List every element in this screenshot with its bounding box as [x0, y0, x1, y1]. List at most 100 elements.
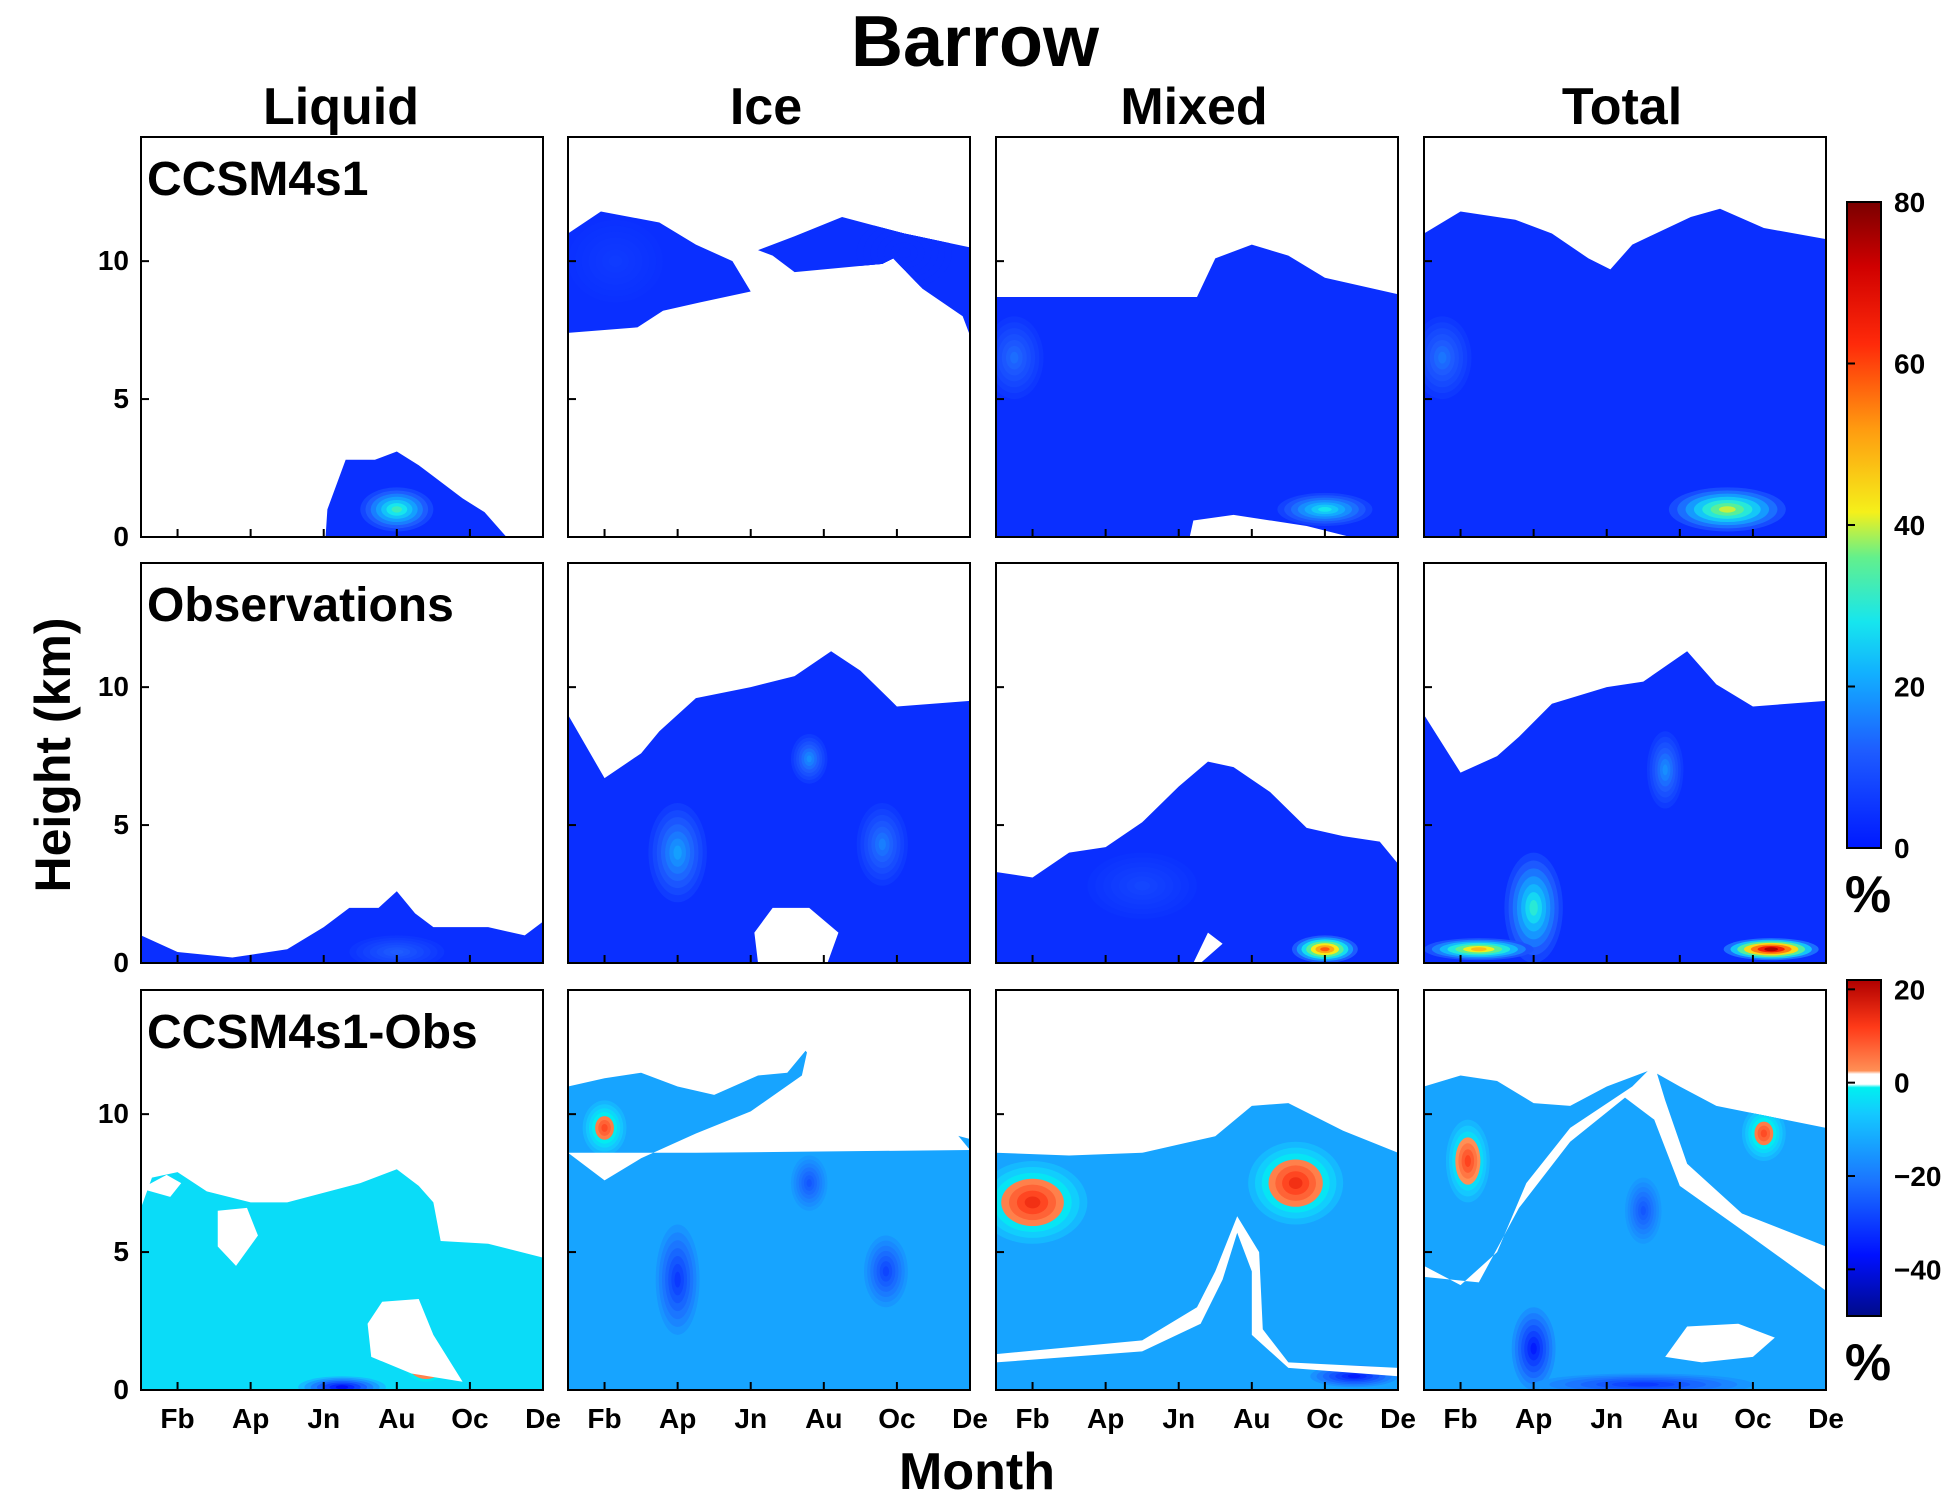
- x-tick-label: Oc: [451, 1403, 488, 1434]
- panels-grid: 0 5 10 CCSM4s1 0 5 10 Observations 0 5 10 Fb Ap Jn Au O…: [98, 136, 1844, 1434]
- y-tick-label: 10: [98, 245, 129, 276]
- panel-frame: [567, 136, 971, 538]
- y-tick-label: 0: [113, 947, 129, 978]
- zero-contour-gap: [217, 1207, 258, 1266]
- panel-ccsm4s1-ice: [567, 136, 971, 538]
- x-tick-label: Oc: [1306, 1403, 1343, 1434]
- contour-level: [1318, 507, 1332, 512]
- field-feature: [349, 935, 445, 963]
- field-feature: [1533, 1373, 1753, 1390]
- zero-contour-gap: [1665, 1323, 1775, 1363]
- field-feature: [790, 1155, 828, 1211]
- panel-ccsm4s1-obs-mixed: Fb Ap Jn Au Oc De: [995, 989, 1416, 1434]
- field-base: [1424, 208, 1826, 537]
- contour-level: [806, 755, 812, 763]
- panel-frame: [140, 989, 544, 1391]
- field-feature: [1723, 938, 1819, 961]
- panel-frame: [995, 989, 1399, 1391]
- contour-level: [601, 1123, 608, 1132]
- field-feature: [1646, 731, 1684, 809]
- field-feature: [1625, 1177, 1662, 1244]
- x-tick-label: Ap: [232, 1403, 269, 1434]
- x-tick-label: De: [1380, 1403, 1416, 1434]
- field-feature: [360, 487, 434, 532]
- zero-contour-gap: [367, 1298, 463, 1382]
- x-tick-label: Oc: [1734, 1403, 1771, 1434]
- field-feature: [568, 219, 664, 303]
- field-feature: [1445, 1119, 1490, 1203]
- panel-ccsm4s1-obs-total: Fb Ap Jn Au Oc De: [1423, 989, 1844, 1434]
- field-feature: [582, 1100, 627, 1156]
- x-tick-label: Oc: [878, 1403, 915, 1434]
- x-tick-label: Jn: [1590, 1403, 1623, 1434]
- panel-background: [141, 563, 543, 963]
- contour-level: [806, 1179, 812, 1188]
- field-feature: [1292, 935, 1358, 963]
- field-feature: [1741, 1105, 1786, 1162]
- field-feature: [1087, 852, 1197, 919]
- contour-level: [1347, 1374, 1361, 1379]
- colorbar-tick-label: −20: [1894, 1161, 1942, 1192]
- field-feature: [1511, 1307, 1556, 1390]
- x-tick-label: Au: [1233, 1403, 1270, 1434]
- y-tick-label: 10: [98, 1098, 129, 1129]
- contour-level: [1010, 351, 1019, 364]
- x-tick-label: De: [952, 1403, 988, 1434]
- contour-level: [897, 247, 912, 258]
- field-feature: [1424, 938, 1534, 961]
- contour-level: [391, 506, 403, 513]
- colorbar-tick-label: 80: [1894, 187, 1925, 218]
- x-tick-label: Jn: [307, 1403, 340, 1434]
- contour-level: [1530, 1342, 1537, 1355]
- contour-level: [1470, 947, 1487, 952]
- y-tick-label: 5: [113, 383, 129, 414]
- x-tick-label: Jn: [734, 1403, 767, 1434]
- y-tick-label: 5: [113, 809, 129, 840]
- x-tick-label: Au: [1661, 1403, 1698, 1434]
- panel-frame: [567, 989, 971, 1391]
- colorbar-difference-bar: [1846, 979, 1882, 1317]
- colorbar-difference-unit: %: [1845, 1334, 1891, 1392]
- field-feature: [996, 316, 1044, 400]
- y-tick-label: 0: [113, 521, 129, 552]
- x-tick-label: De: [1808, 1403, 1844, 1434]
- y-axis-label: Height (km): [25, 618, 81, 893]
- contour-level: [1320, 947, 1330, 952]
- panel-ccsm4s1-liquid: 0 5 10 CCSM4s1: [98, 136, 544, 552]
- column-title-mixed: Mixed: [1120, 78, 1267, 136]
- panel-observations-ice: [567, 562, 971, 964]
- panel-ccsm4s1-mixed: [995, 136, 1399, 538]
- row-label: CCSM4s1-Obs: [147, 1006, 478, 1059]
- contour-level: [1640, 1205, 1646, 1216]
- contour-level: [673, 845, 682, 860]
- figure-title: Barrow: [851, 2, 1100, 82]
- panel-frame: [995, 562, 1399, 964]
- colorbar-tick-label: 60: [1894, 349, 1925, 380]
- field-feature: [864, 1235, 908, 1308]
- field-feature: [655, 1224, 700, 1335]
- panel-frame: [1423, 562, 1827, 964]
- panel-frame: [140, 562, 544, 964]
- contour-level: [1438, 351, 1447, 364]
- panel-frame: [1423, 136, 1827, 538]
- colorbar-tick-label: 40: [1894, 510, 1925, 541]
- panel-frame: [995, 136, 1399, 538]
- x-axis-label: Month: [899, 1443, 1055, 1500]
- row-label: CCSM4s1: [147, 153, 368, 206]
- colorbar-absolute: 0 20 40 60 80 %: [1845, 187, 1925, 924]
- field-feature: [790, 734, 828, 784]
- contour-level: [1024, 1196, 1041, 1209]
- x-tick-label: Fb: [1443, 1403, 1477, 1434]
- y-tick-label: 10: [98, 671, 129, 702]
- field-feature: [1504, 852, 1563, 963]
- panel-ccsm4s1-obs-ice: Fb Ap Jn Au Oc De: [567, 989, 988, 1434]
- x-tick-label: Fb: [1015, 1403, 1049, 1434]
- panel-ccsm4s1-total: [1423, 136, 1827, 538]
- x-tick-label: Au: [378, 1403, 415, 1434]
- contour-level: [390, 949, 404, 955]
- panel-observations-total: [1423, 562, 1827, 964]
- panel-ccsm4s1-obs-liquid: 0 5 10 Fb Ap Jn Au Oc De CCSM4s1-Obs: [98, 989, 561, 1434]
- field-feature: [298, 1376, 386, 1390]
- field-feature: [1248, 1141, 1344, 1225]
